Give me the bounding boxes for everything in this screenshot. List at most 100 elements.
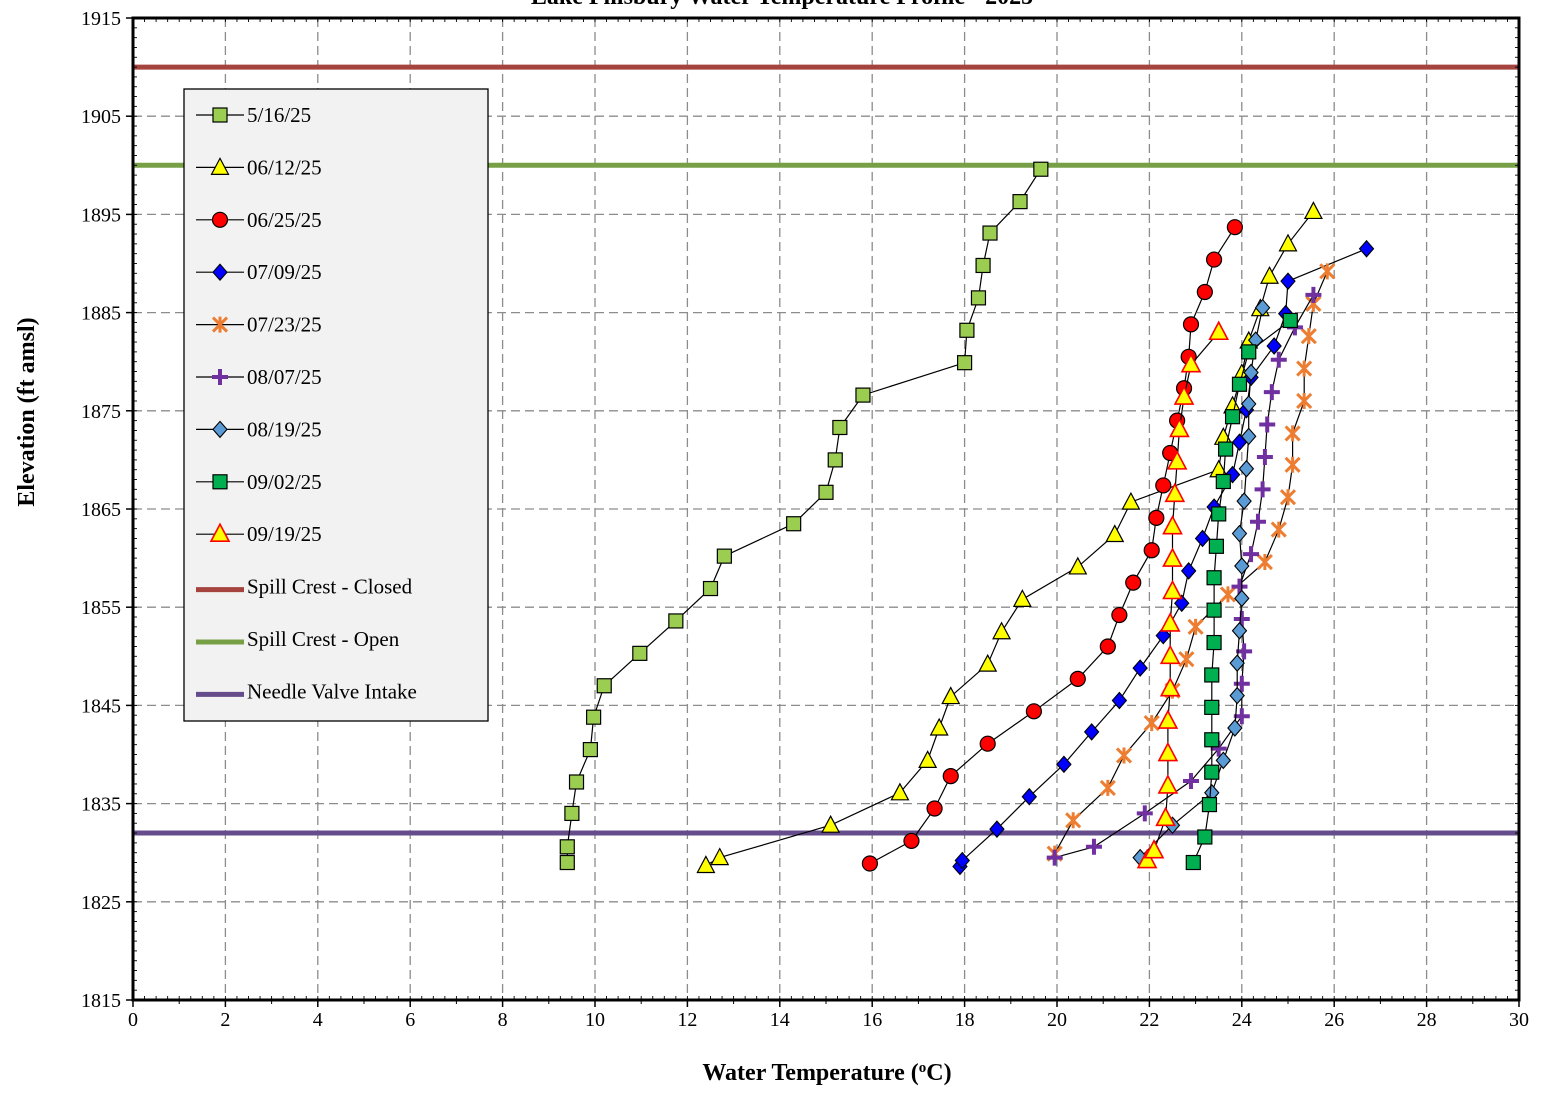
legend-label: 5/16/25 [247,103,311,127]
data-point [786,516,802,532]
legend-label: 09/02/25 [247,470,322,494]
legend-label: Spill Crest - Open [247,627,400,651]
x-axis-title-end: C) [926,1060,951,1086]
data-point [1358,239,1375,258]
data-point [209,522,231,543]
data-point [1280,272,1296,291]
data-point [903,832,920,850]
data-point [1231,621,1248,640]
data-point [1300,328,1317,345]
data-point [212,474,228,490]
data-point [1254,298,1271,317]
data-point [1229,686,1245,705]
data-point [890,782,910,801]
data-point [1263,384,1280,401]
x-tick-label: 0 [128,1009,138,1031]
data-point [832,419,848,436]
legend-label: 07/09/25 [247,260,322,284]
data-point [702,580,719,597]
data-point [1148,509,1165,526]
data-point [1162,514,1183,535]
x-tick-label: 24 [1232,1009,1252,1031]
data-point [1105,524,1125,543]
data-point [1243,363,1259,382]
data-point [1012,589,1032,607]
data-point [1099,779,1116,796]
data-point [710,847,730,866]
data-point [1143,839,1165,859]
data-point [1208,538,1224,554]
x-tick-label: 4 [313,1009,323,1031]
data-point [959,322,975,338]
data-point [212,107,228,123]
x-tick-label: 30 [1509,1009,1529,1031]
data-point [696,855,716,874]
data-point [1256,448,1273,465]
data-point [1236,643,1253,660]
data-point [716,548,732,564]
data-point [954,851,971,870]
y-tick-label: 1825 [81,892,121,914]
data-point [970,290,987,306]
data-point [1182,316,1200,333]
x-axis-title: Water Temperature (oC) [702,1060,951,1086]
data-point [559,839,575,855]
x-axis-title-sup: o [919,1060,927,1076]
data-point [1178,651,1195,668]
data-point [212,420,228,439]
y-tick-label: 1915 [81,8,121,30]
x-tick-label: 16 [862,1009,882,1031]
data-point [1233,708,1250,725]
x-axis-title-main: Water Temperature ( [702,1060,918,1086]
data-point [978,653,998,672]
data-point [821,814,841,833]
axes: 0 2 4 6 8 10 12 14 16 18 20 22 24 26 28 301815182518351… [81,8,1529,1031]
data-point [1266,337,1282,355]
data-point [586,709,602,725]
data-point [1194,529,1211,548]
x-tick-label: 26 [1324,1009,1344,1031]
data-point [1111,606,1128,624]
data-point [1219,586,1237,603]
data-point [1241,344,1257,360]
series-layer [559,161,1375,876]
data-point [1303,201,1323,220]
data-point [1201,796,1218,813]
data-point [1166,450,1188,470]
series-line [705,211,1314,867]
data-point [1296,392,1313,410]
data-point [1173,385,1195,405]
data-point [1196,283,1213,301]
data-point [1069,670,1086,687]
data-point [564,805,580,822]
series-1 [559,161,1049,871]
data-point [1305,286,1322,303]
data-point [1068,556,1088,575]
data-point [1229,654,1245,673]
data-point [1215,751,1232,770]
data-point [1284,456,1301,473]
data-point [818,484,834,500]
y-tick-label: 1835 [81,794,121,816]
data-point [827,452,843,468]
data-point [1065,812,1082,829]
data-point [1249,513,1266,530]
x-tick-label: 28 [1417,1009,1437,1031]
data-point [1085,838,1102,855]
series-3 [861,219,1243,872]
data-point [1204,667,1220,683]
legend-label: 08/19/25 [247,417,322,441]
data-point [1279,489,1297,506]
data-point [211,211,229,228]
data-point [1206,634,1222,651]
legend-label: 09/19/25 [247,522,322,546]
y-tick-label: 1865 [81,499,121,521]
data-point [1033,161,1049,177]
chart-title: Lake Pillsbury Water Temperature Profile… [531,0,1033,10]
series-5 [1046,263,1336,862]
x-tick-label: 14 [770,1009,790,1031]
x-tick-label: 6 [405,1009,415,1031]
data-point [1236,492,1252,510]
data-point [1136,848,1158,869]
data-point [1215,473,1231,490]
